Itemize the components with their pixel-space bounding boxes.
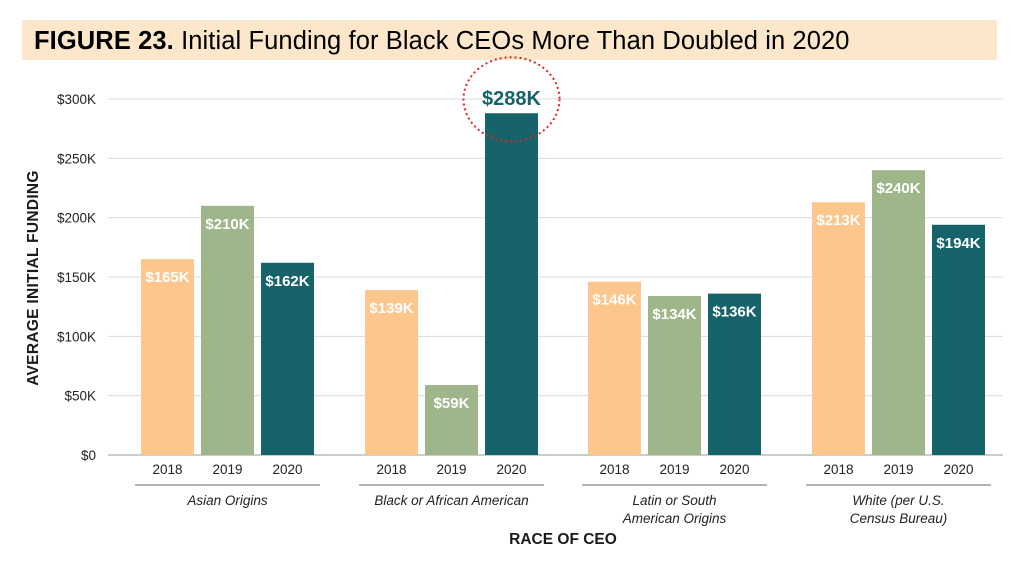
bar: [485, 113, 538, 456]
bar-value-label: $59K: [434, 395, 470, 412]
x-tick-label: 2019: [659, 462, 689, 477]
bar: [425, 384, 478, 455]
bar-value-label: $134K: [652, 306, 696, 323]
y-tick-label: $250K: [57, 151, 96, 166]
y-tick-label: $0: [81, 448, 96, 463]
y-tick-label: $150K: [57, 270, 96, 285]
figure-title: FIGURE 23. Initial Funding for Black CEO…: [34, 24, 850, 58]
x-tick-label: 2018: [152, 462, 182, 477]
figure-number: FIGURE 23.: [34, 27, 174, 55]
bar-value-label: $162K: [265, 273, 309, 290]
x-tick-label: 2018: [376, 462, 406, 477]
y-tick-label: $200K: [57, 211, 96, 226]
bar-value-label: $146K: [592, 292, 636, 309]
bar: [708, 293, 761, 455]
y-tick-label: $300K: [57, 92, 96, 107]
x-tick-label: 2020: [496, 462, 526, 477]
bar: [872, 170, 925, 455]
group-label: Black or African American: [374, 493, 528, 508]
bar: [261, 262, 314, 455]
bar-value-label: $288K: [482, 88, 541, 110]
x-tick-label: 2019: [212, 462, 242, 477]
x-tick-label: 2020: [943, 462, 973, 477]
bar-value-label: $194K: [936, 235, 980, 252]
x-tick-label: 2019: [436, 462, 466, 477]
y-tick-label: $100K: [57, 329, 96, 344]
bar-value-label: $240K: [876, 180, 920, 197]
bar-value-label: $139K: [369, 300, 413, 317]
y-tick-label: $50K: [64, 389, 96, 404]
x-tick-label: 2020: [272, 462, 302, 477]
bar-value-label: $136K: [712, 304, 756, 321]
figure-title-text: Initial Funding for Black CEOs More Than…: [181, 27, 850, 55]
bar-value-label: $213K: [816, 212, 860, 229]
group-label: Census Bureau): [850, 511, 948, 526]
bar: [365, 290, 418, 455]
x-tick-label: 2018: [823, 462, 853, 477]
group-label: White (per U.S.: [852, 493, 944, 508]
title-banner: [22, 20, 997, 60]
group-label: Latin or South: [632, 493, 716, 508]
bar: [648, 295, 701, 455]
highlight-circle: [462, 56, 561, 143]
bar-value-label: $210K: [205, 216, 249, 233]
x-tick-label: 2020: [719, 462, 749, 477]
x-tick-label: 2019: [883, 462, 913, 477]
bar: [201, 205, 254, 455]
x-tick-label: 2018: [599, 462, 629, 477]
bar: [932, 224, 985, 455]
bar: [812, 202, 865, 455]
bar: [141, 259, 194, 455]
group-label: Asian Origins: [186, 493, 268, 508]
x-axis-label: RACE OF CEO: [509, 531, 617, 548]
group-label: American Origins: [622, 511, 727, 526]
bar-value-label: $165K: [145, 269, 189, 286]
bar: [588, 281, 641, 455]
